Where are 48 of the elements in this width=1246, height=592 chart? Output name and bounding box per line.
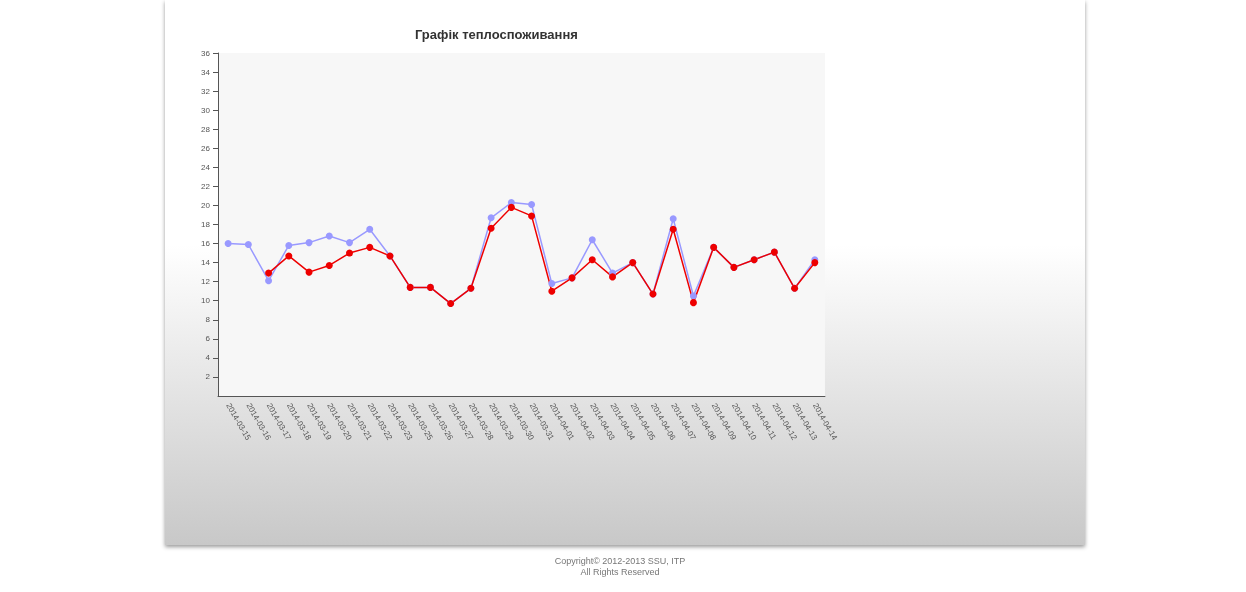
y-tick-label: 6 xyxy=(205,334,211,344)
point xyxy=(366,243,374,251)
point xyxy=(689,299,697,307)
y-tick-label: 14 xyxy=(201,258,211,268)
y-tick-label: 10 xyxy=(201,296,211,306)
point xyxy=(588,236,596,244)
point xyxy=(609,273,617,281)
y-tick-label: 16 xyxy=(201,239,211,249)
chart-title: Графік теплоспоживання xyxy=(415,27,578,42)
y-tick-label: 34 xyxy=(201,67,211,77)
y-tick-label: 36 xyxy=(201,48,211,58)
point xyxy=(265,277,273,285)
point xyxy=(366,225,374,233)
y-tick-label: 8 xyxy=(205,315,211,325)
point xyxy=(528,212,536,220)
text: All Rights Reserved xyxy=(579,567,661,578)
point xyxy=(689,292,697,300)
point xyxy=(325,261,333,269)
point xyxy=(285,252,293,260)
y-tick-label: 12 xyxy=(201,277,211,287)
point xyxy=(224,240,232,248)
y-tick-label: 32 xyxy=(201,86,211,96)
y-tick-label: 2 xyxy=(205,372,211,382)
y-tick-label: 24 xyxy=(201,162,211,172)
point xyxy=(548,280,556,288)
y-tick-label: 22 xyxy=(201,181,211,191)
text: Copyright© 2012-2013 SSU, ITP xyxy=(553,556,687,567)
point xyxy=(669,225,677,233)
point xyxy=(548,287,556,295)
point xyxy=(588,256,596,264)
y-tick-label: 26 xyxy=(201,143,211,153)
point xyxy=(346,249,353,257)
y-tick-label: 30 xyxy=(201,105,211,115)
point xyxy=(325,232,333,240)
point xyxy=(346,239,353,247)
point xyxy=(669,215,677,223)
point xyxy=(528,200,536,208)
point xyxy=(507,203,515,211)
point xyxy=(487,224,495,232)
point xyxy=(487,214,495,222)
point xyxy=(244,241,252,249)
y-tick-label: 28 xyxy=(201,124,211,134)
point xyxy=(265,269,273,277)
point xyxy=(285,241,293,249)
y-tick-label: 18 xyxy=(201,220,211,229)
y-tick-label: 20 xyxy=(201,200,211,210)
point xyxy=(305,239,313,247)
y-tick-label: 4 xyxy=(205,353,211,363)
